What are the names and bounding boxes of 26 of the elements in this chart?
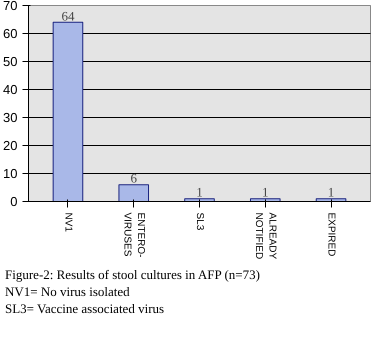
x-tick-label: NV1 — [62, 212, 74, 232]
y-tick-label: 10 — [3, 166, 18, 181]
y-tick-label: 60 — [3, 26, 18, 41]
bar — [250, 198, 281, 202]
x-tick-label: ALREADY NOTIFIED — [253, 212, 278, 260]
x-tick-label: EXPIRED — [326, 212, 337, 256]
text: NV1= No virus isolated — [5, 284, 130, 299]
y-tick-label: 40 — [3, 82, 18, 97]
data-label: 64 — [61, 8, 75, 24]
text: SL3= Vaccine associated virus — [5, 300, 164, 316]
data-label: 1 — [328, 184, 334, 200]
bar — [184, 198, 215, 202]
y-tick-label: 70 — [3, 0, 18, 13]
bar — [316, 198, 346, 202]
y-tick-label: 30 — [3, 110, 18, 125]
y-tick-label: 50 — [3, 54, 18, 69]
text: Figure-2: Results of stool cultures in AFP (n=73) — [5, 267, 260, 282]
y-tick-label: 0 — [10, 194, 18, 209]
x-tick-label: SL3 — [194, 212, 205, 231]
bar — [52, 22, 84, 202]
data-label: 1 — [262, 184, 269, 200]
x-tick-label: ENTERO- VIRUSES — [122, 212, 146, 258]
data-label: 1 — [196, 184, 203, 200]
bar — [118, 184, 150, 202]
data-label: 6 — [130, 170, 138, 186]
y-tick-label: 20 — [3, 138, 18, 153]
